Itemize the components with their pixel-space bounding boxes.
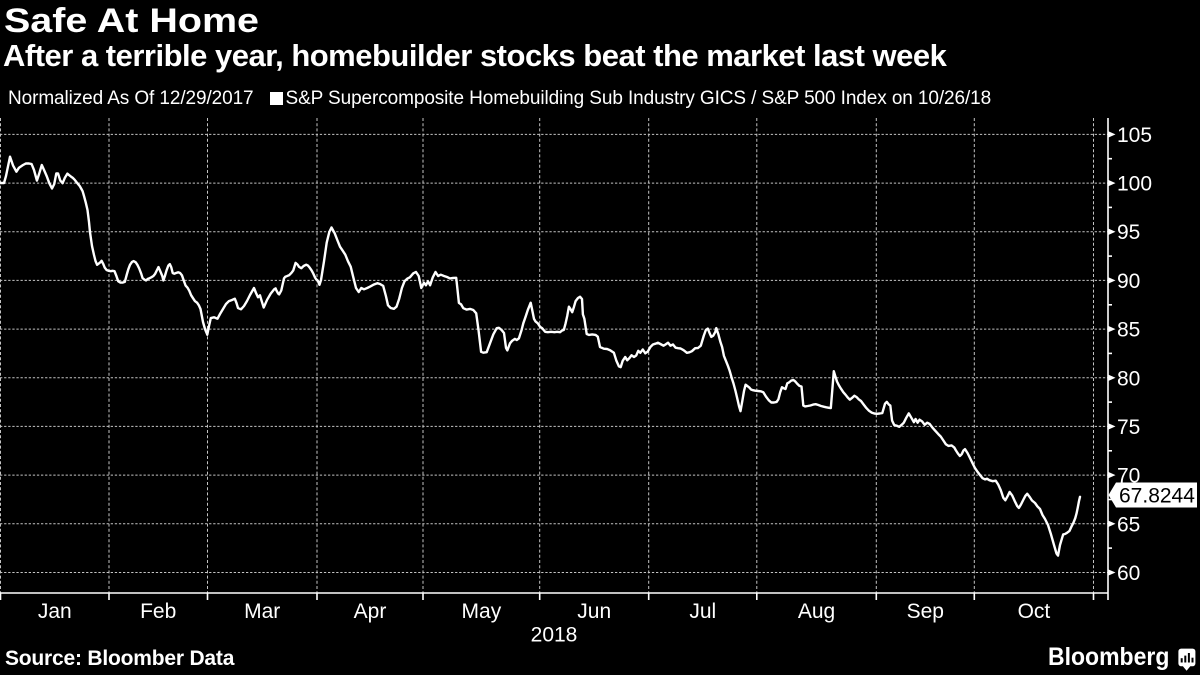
svg-text:100: 100 [1117,173,1152,196]
svg-text:67.8244: 67.8244 [1119,485,1195,508]
svg-text:Mar: Mar [244,600,280,623]
svg-text:105: 105 [1117,124,1152,147]
svg-text:95: 95 [1117,221,1140,244]
svg-text:75: 75 [1117,416,1140,439]
svg-text:Jan: Jan [38,600,72,623]
svg-text:Oct: Oct [1018,600,1051,623]
svg-text:70: 70 [1117,465,1140,488]
svg-text:Jul: Jul [689,600,716,623]
svg-text:80: 80 [1117,367,1140,390]
svg-text:Apr: Apr [354,600,387,623]
svg-text:May: May [462,600,502,623]
svg-text:90: 90 [1117,270,1140,293]
svg-text:2018: 2018 [531,624,578,647]
svg-text:Jun: Jun [577,600,611,623]
svg-text:Feb: Feb [140,600,176,623]
svg-text:60: 60 [1117,562,1140,585]
svg-text:85: 85 [1117,319,1140,342]
svg-text:65: 65 [1117,513,1140,536]
svg-text:Sep: Sep [907,600,944,623]
svg-text:Aug: Aug [798,600,835,623]
